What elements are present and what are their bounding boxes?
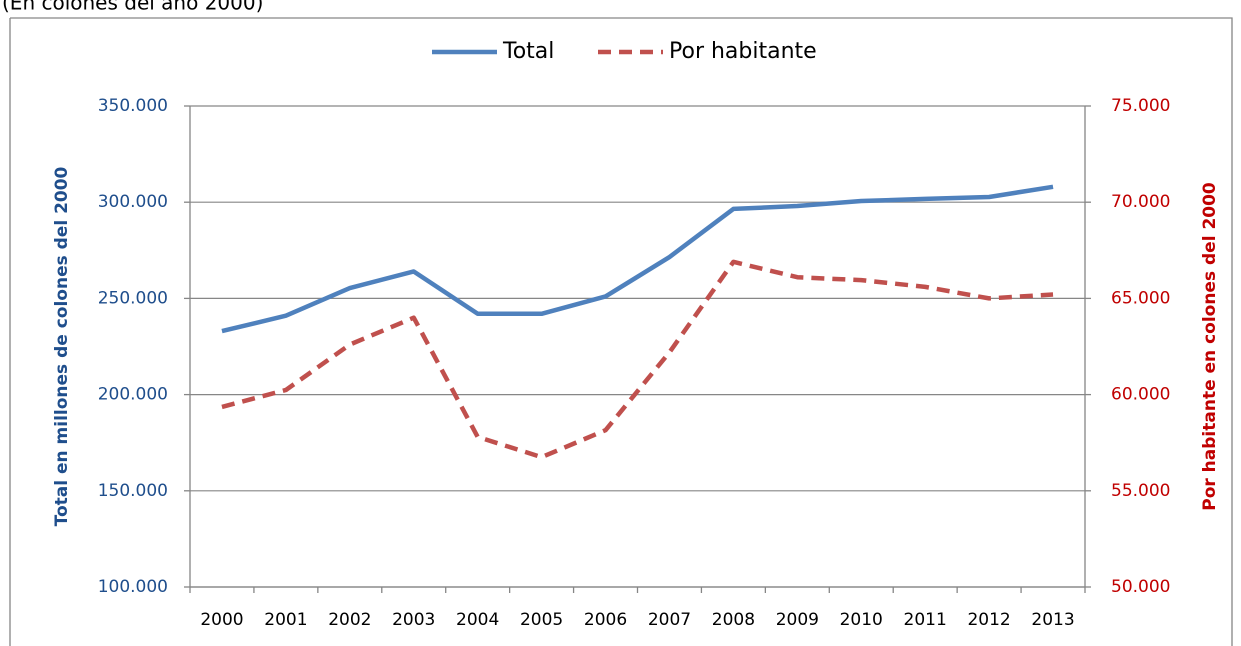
y-tick-label: 150.000: [98, 481, 168, 501]
x-tick-label: 2000: [200, 610, 243, 630]
x-tick-label: 2011: [904, 610, 947, 630]
legend-label: Total: [502, 39, 554, 64]
y-tick-label: 100.000: [98, 577, 168, 597]
chart-subtitle: (En colones del año 2000): [2, 0, 263, 15]
x-tick-label: 2002: [328, 610, 371, 630]
y2-tick-label: 70.000: [1111, 192, 1170, 212]
x-tick-label: 2009: [776, 610, 819, 630]
x-tick-label: 2006: [584, 610, 627, 630]
x-tick-label: 2008: [712, 610, 755, 630]
x-tick-label: 2001: [264, 610, 307, 630]
y2-tick-label: 55.000: [1111, 481, 1170, 501]
x-tick-label: 2007: [648, 610, 691, 630]
chart-border: [9, 17, 1233, 646]
x-tick-label: 2003: [392, 610, 435, 630]
legend-label: Por habitante: [669, 39, 817, 64]
y2-tick-label: 65.000: [1111, 288, 1170, 308]
y-axis-title: Total en millones de colones del 2000: [52, 166, 72, 526]
x-tick-label: 2005: [520, 610, 563, 630]
y-tick-label: 300.000: [98, 192, 168, 212]
x-tick-label: 2012: [967, 610, 1010, 630]
y-tick-label: 350.000: [98, 96, 168, 116]
y2-tick-label: 50.000: [1111, 577, 1170, 597]
series-line: [221, 184, 1054, 334]
y2-tick-label: 60.000: [1111, 385, 1170, 405]
series-line: [221, 259, 1054, 460]
x-tick-label: 2010: [840, 610, 883, 630]
y2-tick-label: 75.000: [1111, 96, 1170, 116]
y-tick-label: 250.000: [98, 288, 168, 308]
x-tick-label: 2013: [1031, 610, 1074, 630]
y-tick-label: 200.000: [98, 385, 168, 405]
y2-axis-title: Por habitante en colones del 2000: [1200, 182, 1220, 511]
x-tick-label: 2004: [456, 610, 499, 630]
